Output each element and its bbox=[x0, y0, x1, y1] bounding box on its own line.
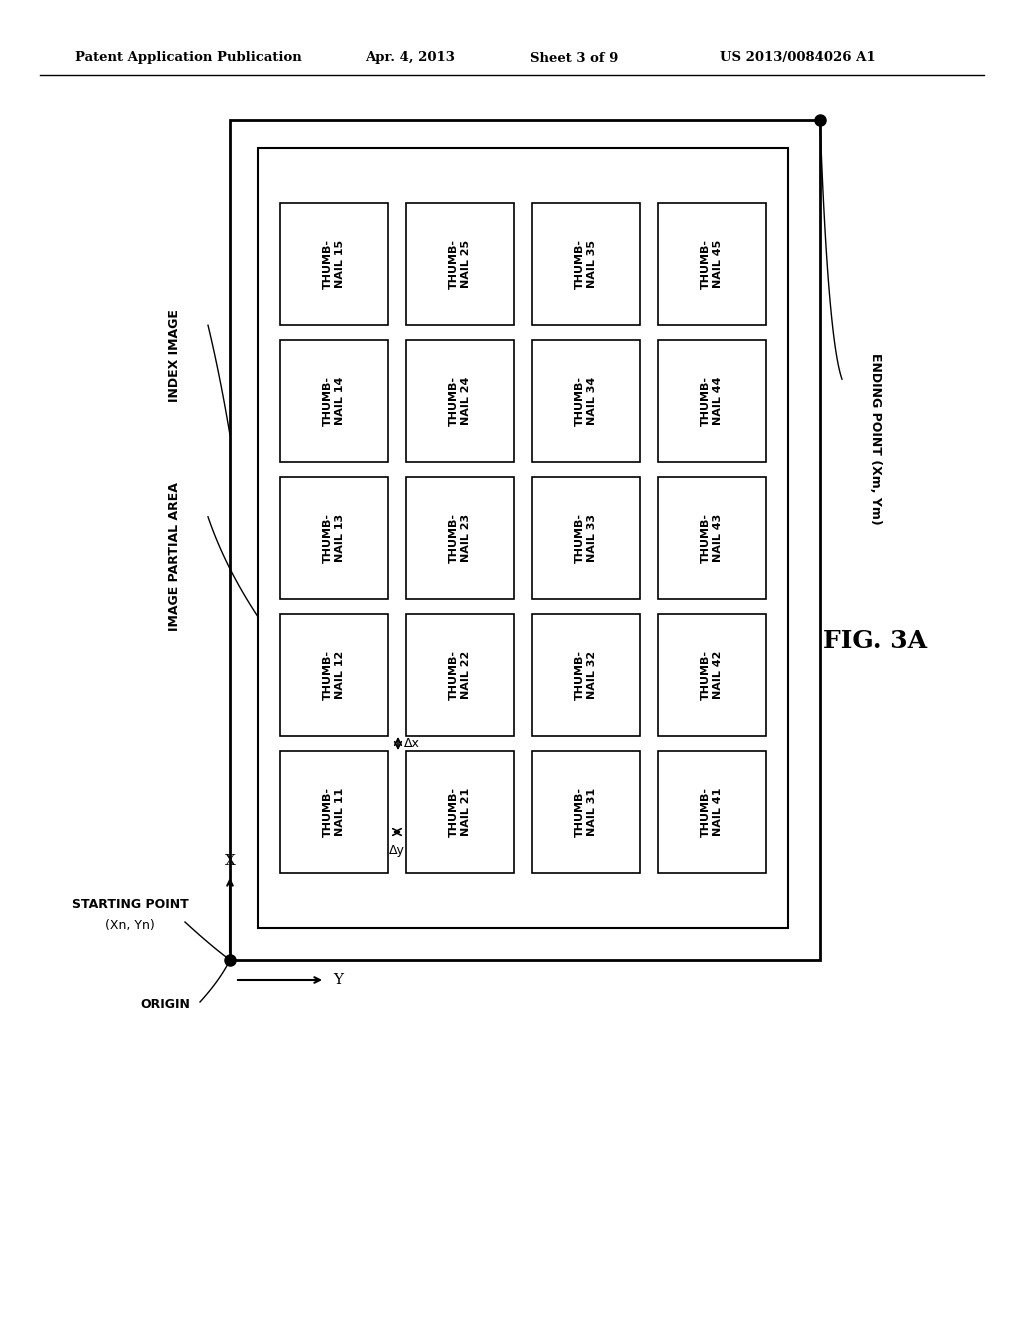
FancyBboxPatch shape bbox=[406, 477, 514, 599]
Text: Δx: Δx bbox=[404, 737, 420, 750]
Text: Patent Application Publication: Patent Application Publication bbox=[75, 51, 302, 65]
Text: THUMB-
NAIL 12: THUMB- NAIL 12 bbox=[324, 649, 345, 700]
Text: THUMB-
NAIL 43: THUMB- NAIL 43 bbox=[701, 513, 723, 564]
Text: ENDING POINT (Xm, Ym): ENDING POINT (Xm, Ym) bbox=[868, 354, 882, 525]
Text: THUMB-
NAIL 22: THUMB- NAIL 22 bbox=[450, 649, 471, 700]
Text: Δy: Δy bbox=[389, 843, 404, 857]
FancyBboxPatch shape bbox=[406, 614, 514, 737]
FancyBboxPatch shape bbox=[658, 614, 766, 737]
Text: Apr. 4, 2013: Apr. 4, 2013 bbox=[365, 51, 455, 65]
Text: THUMB-
NAIL 21: THUMB- NAIL 21 bbox=[450, 787, 471, 837]
Text: THUMB-
NAIL 35: THUMB- NAIL 35 bbox=[575, 239, 597, 289]
Text: US 2013/0084026 A1: US 2013/0084026 A1 bbox=[720, 51, 876, 65]
FancyBboxPatch shape bbox=[230, 120, 820, 960]
FancyBboxPatch shape bbox=[280, 751, 388, 873]
FancyBboxPatch shape bbox=[280, 477, 388, 599]
Text: THUMB-
NAIL 15: THUMB- NAIL 15 bbox=[324, 239, 345, 289]
FancyBboxPatch shape bbox=[280, 341, 388, 462]
Text: Sheet 3 of 9: Sheet 3 of 9 bbox=[530, 51, 618, 65]
Text: THUMB-
NAIL 34: THUMB- NAIL 34 bbox=[575, 376, 597, 426]
FancyBboxPatch shape bbox=[258, 148, 788, 928]
Text: THUMB-
NAIL 11: THUMB- NAIL 11 bbox=[324, 787, 345, 837]
Text: THUMB-
NAIL 23: THUMB- NAIL 23 bbox=[450, 513, 471, 564]
Text: THUMB-
NAIL 32: THUMB- NAIL 32 bbox=[575, 649, 597, 700]
FancyBboxPatch shape bbox=[658, 751, 766, 873]
FancyBboxPatch shape bbox=[280, 614, 388, 737]
Text: THUMB-
NAIL 42: THUMB- NAIL 42 bbox=[701, 649, 723, 700]
FancyBboxPatch shape bbox=[532, 203, 640, 325]
Text: STARTING POINT: STARTING POINT bbox=[72, 899, 188, 912]
Text: THUMB-
NAIL 24: THUMB- NAIL 24 bbox=[450, 376, 471, 426]
FancyBboxPatch shape bbox=[658, 203, 766, 325]
FancyBboxPatch shape bbox=[658, 341, 766, 462]
Text: THUMB-
NAIL 14: THUMB- NAIL 14 bbox=[324, 376, 345, 426]
FancyBboxPatch shape bbox=[532, 751, 640, 873]
Text: THUMB-
NAIL 13: THUMB- NAIL 13 bbox=[324, 513, 345, 564]
FancyBboxPatch shape bbox=[658, 477, 766, 599]
FancyBboxPatch shape bbox=[406, 751, 514, 873]
Text: IMAGE PARTIAL AREA: IMAGE PARTIAL AREA bbox=[169, 482, 181, 631]
Text: THUMB-
NAIL 33: THUMB- NAIL 33 bbox=[575, 513, 597, 564]
FancyBboxPatch shape bbox=[532, 341, 640, 462]
Text: Y: Y bbox=[333, 973, 343, 987]
Text: THUMB-
NAIL 41: THUMB- NAIL 41 bbox=[701, 787, 723, 837]
Text: THUMB-
NAIL 31: THUMB- NAIL 31 bbox=[575, 787, 597, 837]
FancyBboxPatch shape bbox=[532, 477, 640, 599]
Text: THUMB-
NAIL 25: THUMB- NAIL 25 bbox=[450, 239, 471, 289]
Text: THUMB-
NAIL 44: THUMB- NAIL 44 bbox=[701, 376, 723, 426]
FancyBboxPatch shape bbox=[280, 203, 388, 325]
Text: (Xn, Yn): (Xn, Yn) bbox=[105, 919, 155, 932]
FancyBboxPatch shape bbox=[532, 614, 640, 737]
FancyBboxPatch shape bbox=[406, 203, 514, 325]
Text: FIG. 3A: FIG. 3A bbox=[823, 628, 927, 653]
Text: THUMB-
NAIL 45: THUMB- NAIL 45 bbox=[701, 239, 723, 289]
Text: X: X bbox=[224, 854, 236, 869]
Text: ORIGIN: ORIGIN bbox=[140, 998, 189, 1011]
FancyBboxPatch shape bbox=[406, 341, 514, 462]
Text: INDEX IMAGE: INDEX IMAGE bbox=[169, 309, 181, 401]
